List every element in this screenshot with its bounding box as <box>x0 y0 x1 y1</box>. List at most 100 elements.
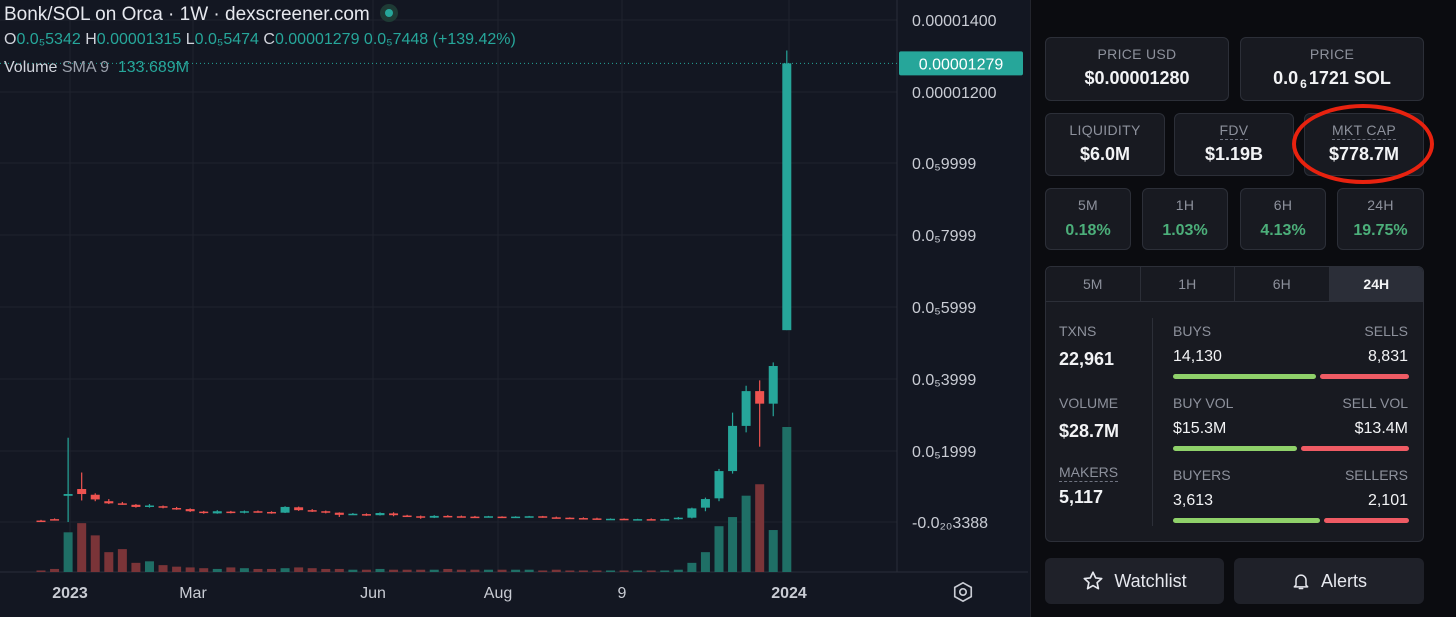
candle-body <box>280 506 290 513</box>
tab-6h[interactable]: 6H <box>1235 267 1330 301</box>
candle-body <box>104 501 114 504</box>
change-24h-card[interactable]: 24H 19.75% <box>1337 188 1424 250</box>
chart-settings-icon[interactable] <box>952 581 974 603</box>
volume-readout: Volume SMA 9 133.689M <box>4 59 189 77</box>
makers-label[interactable]: MAKERS <box>1059 464 1119 482</box>
change-1h-label: 1H <box>1175 197 1195 213</box>
candle-body <box>700 499 710 508</box>
candle-body <box>402 515 412 518</box>
candle-body <box>456 516 466 518</box>
time-axis-label: Aug <box>484 585 512 602</box>
candle-body <box>565 517 575 520</box>
liquidity-card: LIQUIDITY $6.0M <box>1045 113 1165 176</box>
candle-body <box>375 513 385 516</box>
candle-body <box>226 511 236 514</box>
change-6h-label: 6H <box>1273 197 1293 213</box>
volume-bar <box>307 568 317 572</box>
volume-bar <box>104 552 114 572</box>
candle-body <box>199 511 209 514</box>
volume-bar <box>117 549 127 572</box>
live-status-icon <box>379 4 398 22</box>
ohlc-close-label: C <box>263 31 275 48</box>
volume-bar <box>755 484 765 572</box>
candle-body <box>578 518 588 520</box>
candle-body <box>77 489 87 495</box>
candlestick-chart[interactable]: 0.00001400 0.00001200 0.0₅9999 0.0₅7999 0.0₅… <box>0 0 1028 617</box>
volume-bar <box>158 565 168 572</box>
price-sol-value: 0.0 6 1721 SOL <box>1241 68 1423 91</box>
price-usd-card: PRICE USD $0.00001280 <box>1045 37 1229 101</box>
change-6h-card[interactable]: 6H 4.13% <box>1240 188 1326 250</box>
change-1h-card[interactable]: 1H 1.03% <box>1142 188 1228 250</box>
change-5m-label: 5M <box>1077 197 1099 213</box>
change-24h-label: 24H <box>1367 197 1394 213</box>
volume-sma-label: SMA 9 <box>61 59 109 76</box>
volume-bar <box>361 569 371 572</box>
candle-body <box>660 519 670 521</box>
change-1h-value: 1.03% <box>1162 222 1208 239</box>
candle-body <box>185 509 195 512</box>
price-chart[interactable]: 0.00001400 0.00001200 0.0₅9999 0.0₅7999 0.0₅… <box>0 0 1028 617</box>
volume-bar <box>524 569 534 572</box>
volume-bar <box>90 535 100 572</box>
volume-bar <box>416 569 426 572</box>
volume-bar <box>456 569 466 572</box>
sellers-value: 2,101 <box>1367 492 1408 509</box>
last-price-tag <box>899 51 1023 76</box>
price-axis-label: 0.0₅1999 <box>912 444 976 461</box>
candle-body <box>294 507 304 511</box>
buys-value: 14,130 <box>1173 348 1222 365</box>
fdv-label[interactable]: FDV <box>1219 122 1249 140</box>
market-cap-value: $778.7M <box>1328 144 1400 164</box>
time-axis-label: Mar <box>179 585 207 602</box>
candle-body <box>646 519 656 521</box>
volume-bar <box>741 495 751 572</box>
volume-value: 133.689M <box>117 59 190 76</box>
volume-bar <box>646 570 656 572</box>
price-axis-label: 0.0₅9999 <box>912 156 976 173</box>
price-sol-suffix: 1721 SOL <box>1308 68 1391 88</box>
volume-bar <box>511 569 521 572</box>
change-24h-value: 19.75% <box>1353 222 1408 239</box>
price-axis-label: 0.0₅5999 <box>912 300 976 317</box>
volume-bar <box>660 570 670 572</box>
candle-body <box>334 512 344 515</box>
tab-5m[interactable]: 5M <box>1046 267 1141 301</box>
buyers-ratio-bar <box>1173 518 1320 523</box>
timeframe-tabs: 5M 1H 6H 24H <box>1045 266 1424 302</box>
stats-divider <box>1152 318 1153 526</box>
candle-body <box>416 516 426 518</box>
bell-icon <box>1293 574 1309 590</box>
volume-bar <box>267 568 277 572</box>
candle-body <box>755 391 765 404</box>
volume-bar <box>483 569 493 572</box>
transaction-stats-panel: TXNS 22,961 VOLUME $28.7M MAKERS 5,117 B… <box>1045 302 1424 542</box>
volume-bar <box>470 569 480 572</box>
watchlist-button[interactable]: Watchlist <box>1045 558 1224 604</box>
ohlc-low-value: 0.0₅5474 <box>194 31 259 48</box>
candle-body <box>768 366 778 404</box>
sells-value: 8,831 <box>1367 348 1408 365</box>
tab-1h[interactable]: 1H <box>1140 267 1235 301</box>
txns-label: TXNS <box>1059 323 1097 339</box>
candle-body <box>253 511 263 513</box>
ohlc-readout: O0.0₅5342 H0.00001315 L0.0₅5474 C0.00001… <box>4 31 516 49</box>
change-6h-value: 4.13% <box>1260 222 1306 239</box>
volume-bar <box>782 427 792 572</box>
ohlc-open-value: 0.0₅5342 <box>16 31 81 48</box>
chart-title: Bonk/SOL on Orca · 1W · dexscreener.com <box>4 4 398 26</box>
candle-body <box>687 508 697 518</box>
volume-bar <box>280 568 290 572</box>
alerts-button[interactable]: Alerts <box>1234 558 1424 604</box>
buyers-label: BUYERS <box>1173 467 1231 483</box>
sell-vol-ratio-bar <box>1301 446 1409 451</box>
volume-bar <box>63 532 73 572</box>
candle-body <box>443 515 453 518</box>
change-5m-card[interactable]: 5M 0.18% <box>1045 188 1131 250</box>
buy-vol-value: $15.3M <box>1173 420 1227 437</box>
tab-24h[interactable]: 24H <box>1329 267 1423 301</box>
buys-ratio-bar <box>1173 374 1316 379</box>
volume-bar <box>402 569 412 572</box>
volume-bar <box>389 569 399 572</box>
market-cap-label[interactable]: MKT CAP <box>1331 122 1397 140</box>
